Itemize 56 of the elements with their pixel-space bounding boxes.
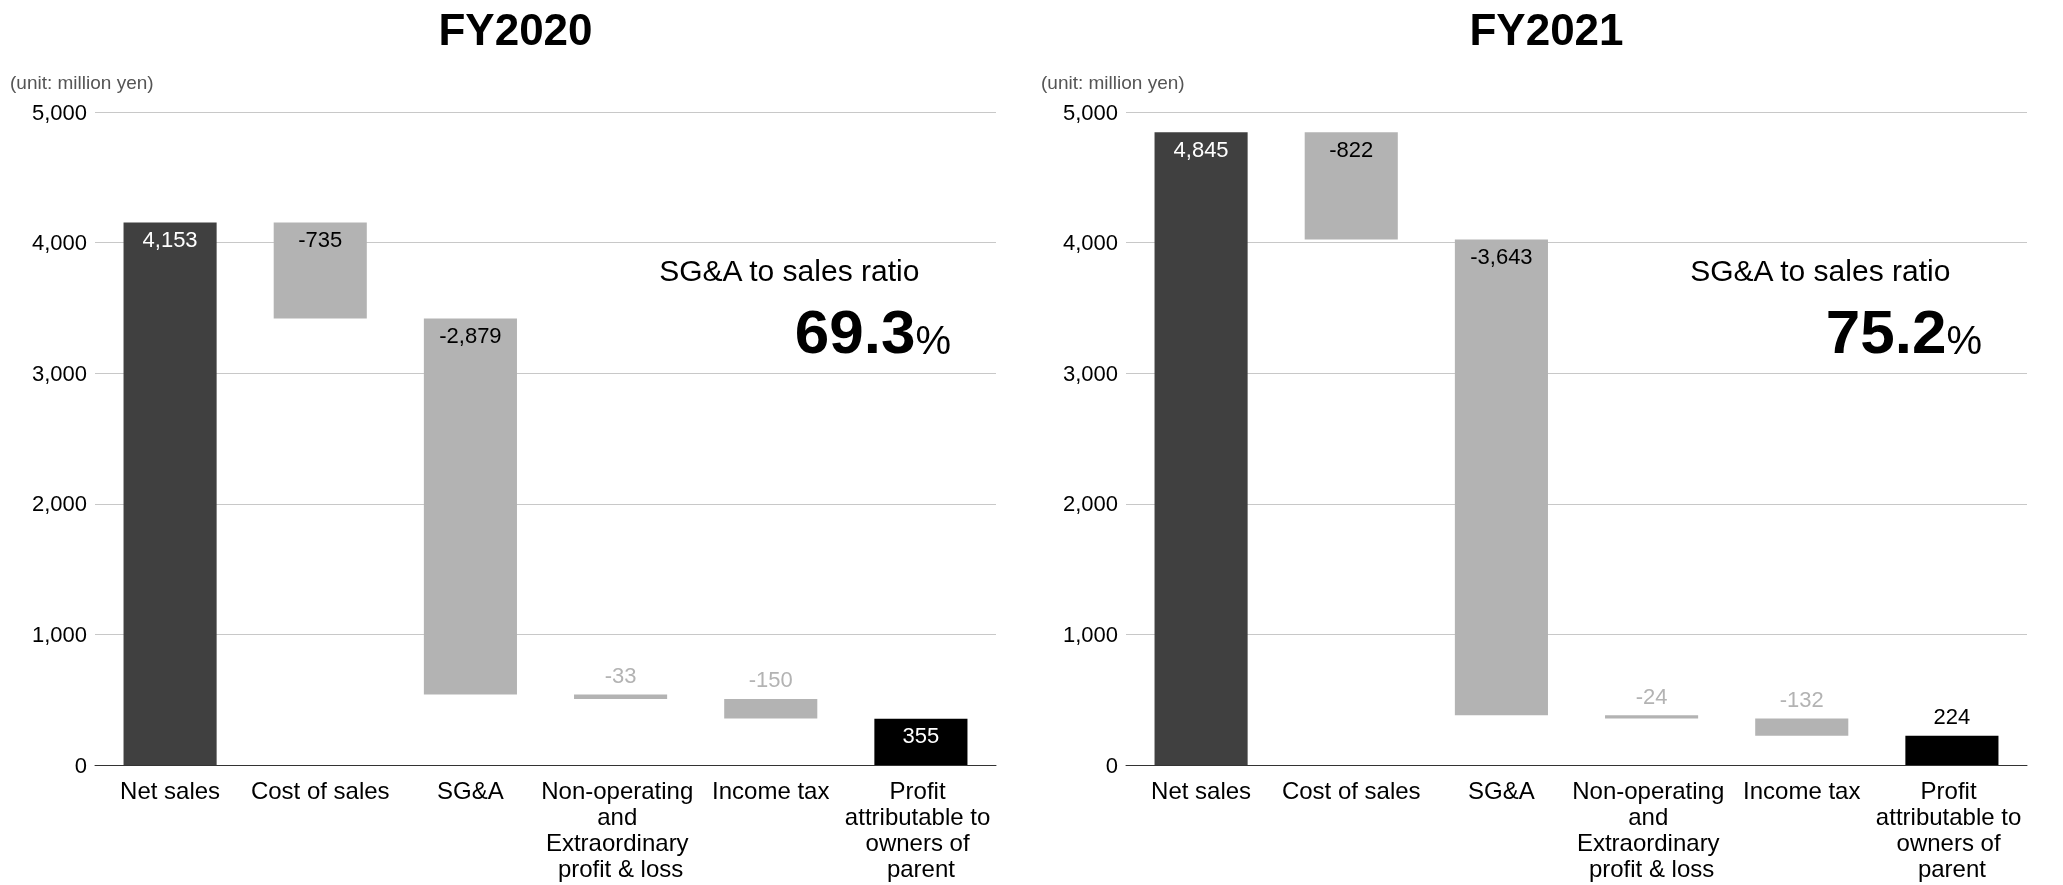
x-tick-label: Non-operating and Extraordinary profit & loss xyxy=(1572,776,1731,882)
y-axis-title: (unit: million yen) xyxy=(1041,72,1185,93)
data-label: -822 xyxy=(1329,136,1374,162)
chart-title: FY2020 xyxy=(438,4,593,54)
y-tick-label: 1,000 xyxy=(1062,621,1118,647)
bar xyxy=(574,694,668,699)
data-label: 4,845 xyxy=(1173,136,1229,162)
data-label: 355 xyxy=(902,723,940,749)
annotation: 69.3% xyxy=(794,296,952,366)
data-label: 4,153 xyxy=(142,227,198,253)
annotation: SG&A to sales ratio xyxy=(659,253,920,287)
bar xyxy=(874,718,968,765)
x-tick-label: Non-operating and Extraordinary profit & loss xyxy=(541,776,700,882)
y-tick-label: 3,000 xyxy=(1062,360,1118,386)
chart-title: FY2021 xyxy=(1469,4,1624,54)
data-label: -24 xyxy=(1635,683,1668,709)
y-tick-label: 0 xyxy=(74,752,87,778)
data-label: -132 xyxy=(1779,687,1824,713)
bar xyxy=(1905,735,1999,765)
x-tick-label: Net sales xyxy=(120,776,221,804)
y-tick-label: 2,000 xyxy=(31,491,87,517)
y-tick-label: 5,000 xyxy=(1062,99,1118,125)
annotation: SG&A to sales ratio xyxy=(1690,253,1951,287)
y-tick-label: 3,000 xyxy=(31,360,87,386)
y-tick-label: 4,000 xyxy=(1062,230,1118,256)
y-tick-label: 4,000 xyxy=(31,230,87,256)
y-tick-label: 2,000 xyxy=(1062,491,1118,517)
bar xyxy=(123,222,217,765)
annotation: 75.2% xyxy=(1825,296,1983,366)
x-tick-label: Net sales xyxy=(1151,776,1252,804)
bar xyxy=(1454,239,1548,716)
x-tick-label: Cost of sales xyxy=(250,776,390,804)
x-tick-label: Profit attributable to owners of parent xyxy=(1875,776,2028,882)
x-tick-label: Income tax xyxy=(712,776,830,804)
data-label: -735 xyxy=(298,227,343,253)
bar xyxy=(273,222,367,319)
bar xyxy=(1605,715,1699,719)
y-tick-label: 1,000 xyxy=(31,621,87,647)
bar xyxy=(1755,718,1849,736)
y-tick-label: 5,000 xyxy=(31,99,87,125)
y-tick-label: 0 xyxy=(1105,752,1118,778)
data-label: -33 xyxy=(604,663,637,689)
bar xyxy=(724,698,818,719)
x-tick-label: Profit attributable to owners of parent xyxy=(844,776,997,882)
x-tick-label: Cost of sales xyxy=(1281,776,1421,804)
x-tick-label: SG&A xyxy=(1468,776,1535,804)
bar xyxy=(1304,132,1398,240)
data-label: -3,643 xyxy=(1470,244,1533,270)
x-tick-label: Income tax xyxy=(1743,776,1861,804)
data-label: -150 xyxy=(748,667,793,693)
bar xyxy=(1154,132,1248,765)
x-tick-label: SG&A xyxy=(437,776,504,804)
data-label: 224 xyxy=(1933,704,1971,730)
y-axis-title: (unit: million yen) xyxy=(10,72,154,93)
data-label: -2,879 xyxy=(439,323,502,349)
bar xyxy=(423,318,517,695)
